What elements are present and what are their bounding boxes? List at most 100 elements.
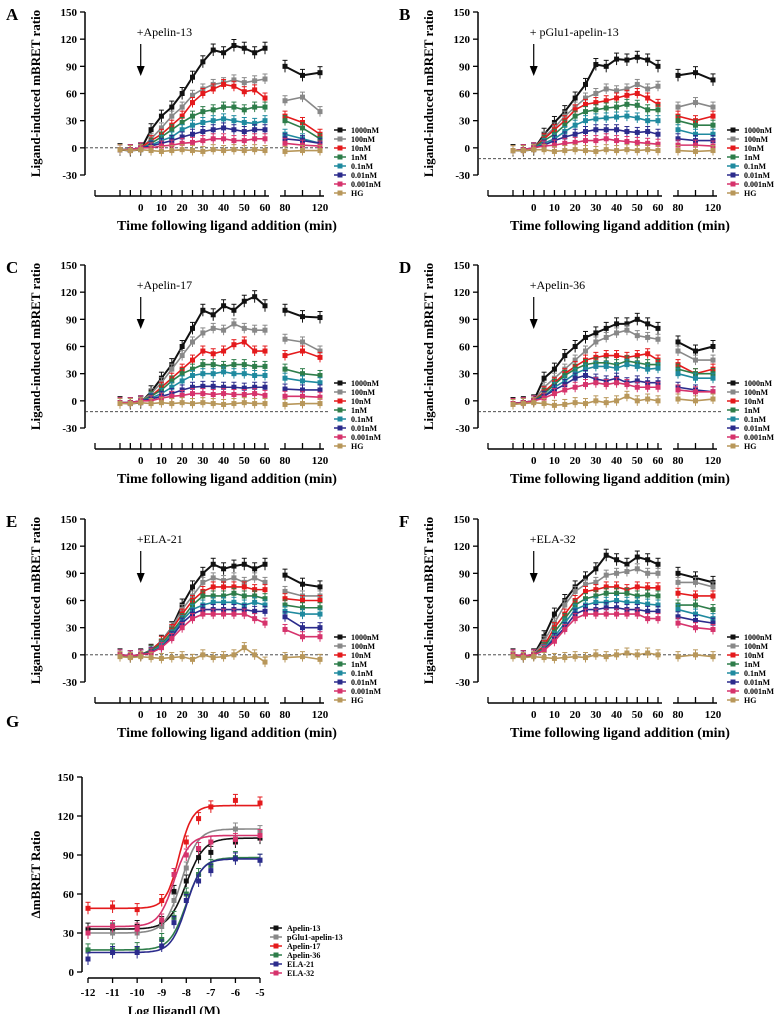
data-point <box>572 113 578 119</box>
data-point <box>675 387 681 393</box>
data-point <box>190 113 195 119</box>
data-point <box>583 401 588 407</box>
legend-label: 10nM <box>744 651 764 660</box>
data-point <box>210 391 216 397</box>
data-point <box>231 611 237 617</box>
legend-marker <box>337 398 343 404</box>
x-tick-label: 60 <box>653 455 665 467</box>
data-point <box>634 398 640 404</box>
panel-letter: B <box>399 5 410 24</box>
data-point <box>603 105 609 111</box>
data-point <box>282 572 288 578</box>
data-point <box>179 371 185 377</box>
legend-marker <box>730 389 736 395</box>
x-tick-label: 10 <box>549 455 561 467</box>
data-point <box>300 654 305 660</box>
legend-marker <box>337 688 343 694</box>
data-point <box>282 118 288 124</box>
data-point <box>603 353 609 359</box>
data-point <box>252 575 258 581</box>
data-point <box>614 104 620 110</box>
data-point <box>710 104 716 110</box>
x-tick-label: 50 <box>239 202 251 214</box>
data-point <box>262 579 268 585</box>
series-0.001nM <box>117 388 323 408</box>
y-tick-label: 0 <box>465 650 471 662</box>
data-point <box>183 852 189 858</box>
data-point <box>300 125 305 131</box>
data-point <box>655 602 661 608</box>
data-point <box>117 147 123 153</box>
data-point <box>634 584 640 590</box>
data-point <box>252 391 258 397</box>
data-point <box>541 647 547 653</box>
data-point <box>221 384 227 390</box>
data-point <box>221 81 227 87</box>
data-point <box>241 611 247 617</box>
y-tick-label: 120 <box>454 541 471 553</box>
data-point <box>232 826 238 832</box>
legend-marker <box>337 679 343 685</box>
data-point <box>624 101 630 107</box>
data-point <box>634 384 640 390</box>
data-point <box>710 620 716 626</box>
data-point <box>183 898 189 903</box>
data-point <box>603 552 609 558</box>
y-tick-label: 90 <box>66 314 78 326</box>
data-point <box>210 136 216 142</box>
legend-marker <box>730 416 736 422</box>
data-point <box>531 654 537 660</box>
data-point <box>231 138 237 144</box>
data-point <box>634 91 640 96</box>
data-point <box>241 385 247 391</box>
y-tick-label: -30 <box>62 677 77 689</box>
series-100nM <box>510 324 716 409</box>
data-point <box>624 138 630 144</box>
data-point <box>179 134 185 140</box>
legend-label: HG <box>744 189 756 198</box>
data-point <box>231 342 237 348</box>
legend-label: 0.01nM <box>351 424 377 433</box>
data-point <box>262 45 268 51</box>
x-tick-label: -6 <box>231 987 241 999</box>
data-point <box>179 625 185 631</box>
data-point <box>634 316 640 322</box>
legend-label: 0.001nM <box>744 687 774 696</box>
data-point <box>210 575 216 581</box>
data-point <box>551 655 557 661</box>
data-point <box>655 570 661 576</box>
x-tick-label: 80 <box>673 202 685 214</box>
data-point <box>169 636 175 642</box>
data-point <box>241 89 247 95</box>
data-point <box>190 391 195 397</box>
data-point <box>200 348 206 354</box>
data-point <box>614 590 620 596</box>
data-point <box>317 387 323 393</box>
data-point <box>210 655 216 661</box>
data-point <box>200 383 206 389</box>
data-point <box>190 131 195 137</box>
data-point <box>634 363 640 369</box>
x-tick-label: 20 <box>570 709 582 721</box>
data-point <box>655 398 661 404</box>
data-point <box>262 118 268 124</box>
data-point <box>593 579 599 585</box>
data-point <box>583 129 588 135</box>
data-point <box>300 94 305 100</box>
data-point <box>282 63 288 69</box>
data-point <box>624 92 630 98</box>
legend-label: 100nM <box>351 642 375 651</box>
data-point <box>583 81 588 87</box>
data-point <box>624 569 630 575</box>
data-point <box>583 138 588 144</box>
data-point <box>252 104 258 110</box>
data-point <box>210 593 216 599</box>
data-point <box>241 80 247 86</box>
data-point <box>693 602 698 608</box>
legend-label: 1nM <box>351 406 367 415</box>
data-point <box>210 325 216 331</box>
data-point <box>190 148 195 154</box>
data-point <box>603 127 609 133</box>
data-point <box>262 401 268 407</box>
y-tick-label: 90 <box>459 314 471 326</box>
